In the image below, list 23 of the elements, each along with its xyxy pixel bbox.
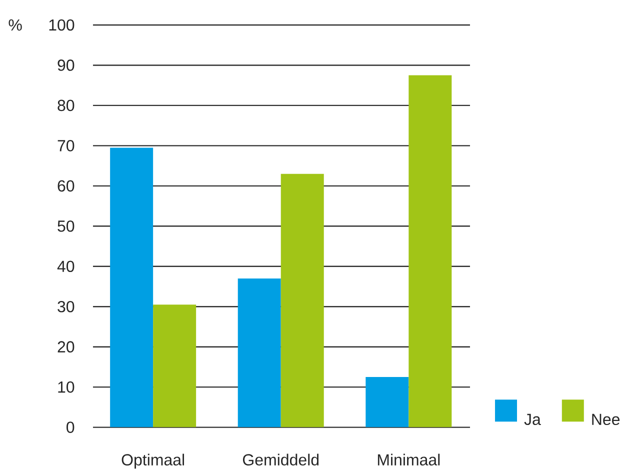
bar — [280, 174, 324, 428]
y-tick-label: 60 — [58, 180, 74, 192]
bar — [408, 75, 452, 428]
bar — [238, 278, 281, 428]
legend-label: Ja — [524, 414, 541, 426]
y-tick-label: 0 — [66, 422, 74, 433]
y-axis-title: % — [8, 19, 22, 31]
bar — [153, 304, 196, 428]
y-tick-label: 70 — [58, 140, 74, 152]
y-tick-label: 80 — [58, 100, 74, 112]
y-tick-label: 50 — [58, 220, 74, 232]
bar — [366, 377, 409, 428]
y-tick-label: 100 — [49, 19, 74, 31]
y-tick-label: 20 — [58, 341, 74, 353]
x-tick-label: Minimaal — [378, 454, 440, 466]
x-tick-label: Gemiddeld — [242, 454, 319, 466]
bar — [110, 148, 154, 428]
y-tick-label: 90 — [58, 60, 74, 71]
x-tick-label: Optimaal — [122, 454, 184, 469]
y-tick-label: 30 — [58, 300, 74, 312]
y-tick-label: 40 — [57, 260, 74, 272]
y-tick-label: 10 — [58, 381, 74, 393]
legend-label: Nee — [592, 414, 620, 426]
